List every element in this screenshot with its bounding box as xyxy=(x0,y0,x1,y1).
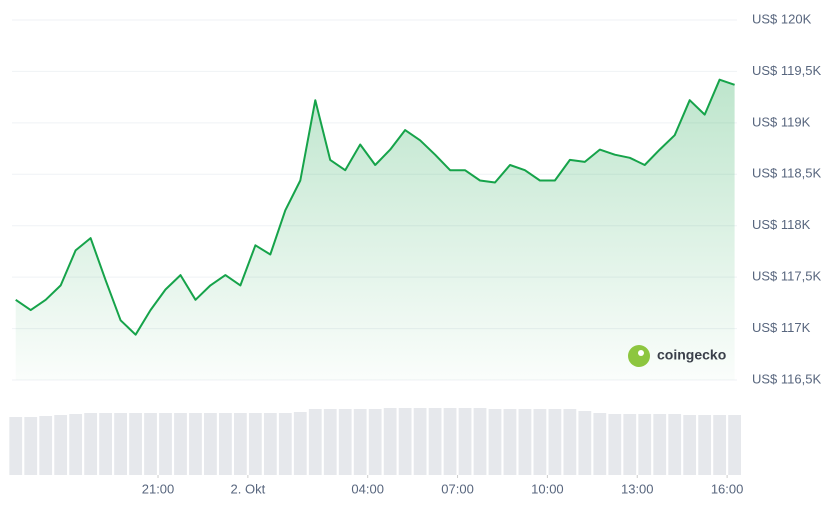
volume-bar xyxy=(458,408,472,475)
y-tick-label: US$ 117K xyxy=(752,320,811,335)
x-tick-label: 2. Okt xyxy=(231,481,266,496)
volume-bar xyxy=(9,417,23,475)
volume-bar xyxy=(413,408,427,475)
volume-bar xyxy=(54,415,68,475)
volume-bar xyxy=(548,409,562,475)
volume-bar xyxy=(503,409,517,475)
volume-bar xyxy=(683,415,697,475)
y-tick-label: US$ 117,5K xyxy=(752,269,821,284)
volume-bar xyxy=(263,413,277,475)
volume-bar xyxy=(129,413,142,475)
volume-bar xyxy=(323,409,337,475)
volume-bar xyxy=(84,413,98,475)
volume-bar xyxy=(398,408,412,475)
volume-bar xyxy=(204,413,217,475)
volume-bar xyxy=(174,413,187,475)
volume-bar xyxy=(563,409,577,475)
volume-bar xyxy=(383,408,397,475)
x-tick-label: 13:00 xyxy=(621,481,654,496)
volume-bar xyxy=(99,413,112,475)
volume-bar xyxy=(713,415,727,475)
y-tick-label: US$ 118,5K xyxy=(752,166,821,181)
y-tick-label: US$ 118K xyxy=(752,217,811,232)
volume-bar xyxy=(608,414,622,475)
volume-bar xyxy=(518,409,532,475)
volume-bar xyxy=(638,414,652,475)
y-tick-label: US$ 119,5K xyxy=(752,63,821,78)
volume-bar xyxy=(24,417,38,475)
volume-bar xyxy=(368,409,382,475)
volume-bar xyxy=(668,414,682,475)
volume-bar xyxy=(473,408,487,475)
price-line xyxy=(15,78,735,336)
volume-bar xyxy=(443,408,457,475)
volume-bar xyxy=(248,413,262,475)
volume-bar xyxy=(159,413,172,475)
volume-bar xyxy=(144,413,157,475)
logo-icon xyxy=(628,345,650,367)
volume-bar xyxy=(189,413,202,475)
x-tick-label: 07:00 xyxy=(441,481,474,496)
volume-bar xyxy=(728,415,742,475)
price-area xyxy=(15,79,735,380)
y-tick-label: US$ 119K xyxy=(752,114,811,129)
volume-bar xyxy=(69,414,83,475)
y-tick-label: US$ 120K xyxy=(752,11,812,26)
x-tick-label: 04:00 xyxy=(351,481,384,496)
logo-eye xyxy=(638,350,644,356)
x-tick-label: 21:00 xyxy=(142,481,175,496)
volume-bar xyxy=(593,413,607,475)
volume-bar xyxy=(308,409,322,475)
watermark-text: coingecko xyxy=(657,347,726,363)
volume-bar xyxy=(578,411,592,475)
x-tick-label: 10:00 xyxy=(531,481,564,496)
volume-bar xyxy=(353,409,367,475)
volume-bar xyxy=(488,409,502,475)
volume-bar xyxy=(39,416,53,475)
x-tick-label: 16:00 xyxy=(711,481,744,496)
y-tick-label: US$ 116,5K xyxy=(752,371,821,386)
volume-bar xyxy=(219,413,232,475)
volume-bar xyxy=(278,413,292,475)
volume-bar xyxy=(233,413,247,475)
volume-bar xyxy=(293,412,307,475)
volume-bar xyxy=(114,413,127,475)
volume-bar xyxy=(653,414,667,475)
volume-bar xyxy=(338,409,352,475)
volume-bar xyxy=(623,414,637,475)
volume-bar xyxy=(533,409,547,475)
volume-bar xyxy=(698,415,712,475)
watermark: coingecko xyxy=(628,345,726,367)
volume-bar xyxy=(428,408,442,475)
